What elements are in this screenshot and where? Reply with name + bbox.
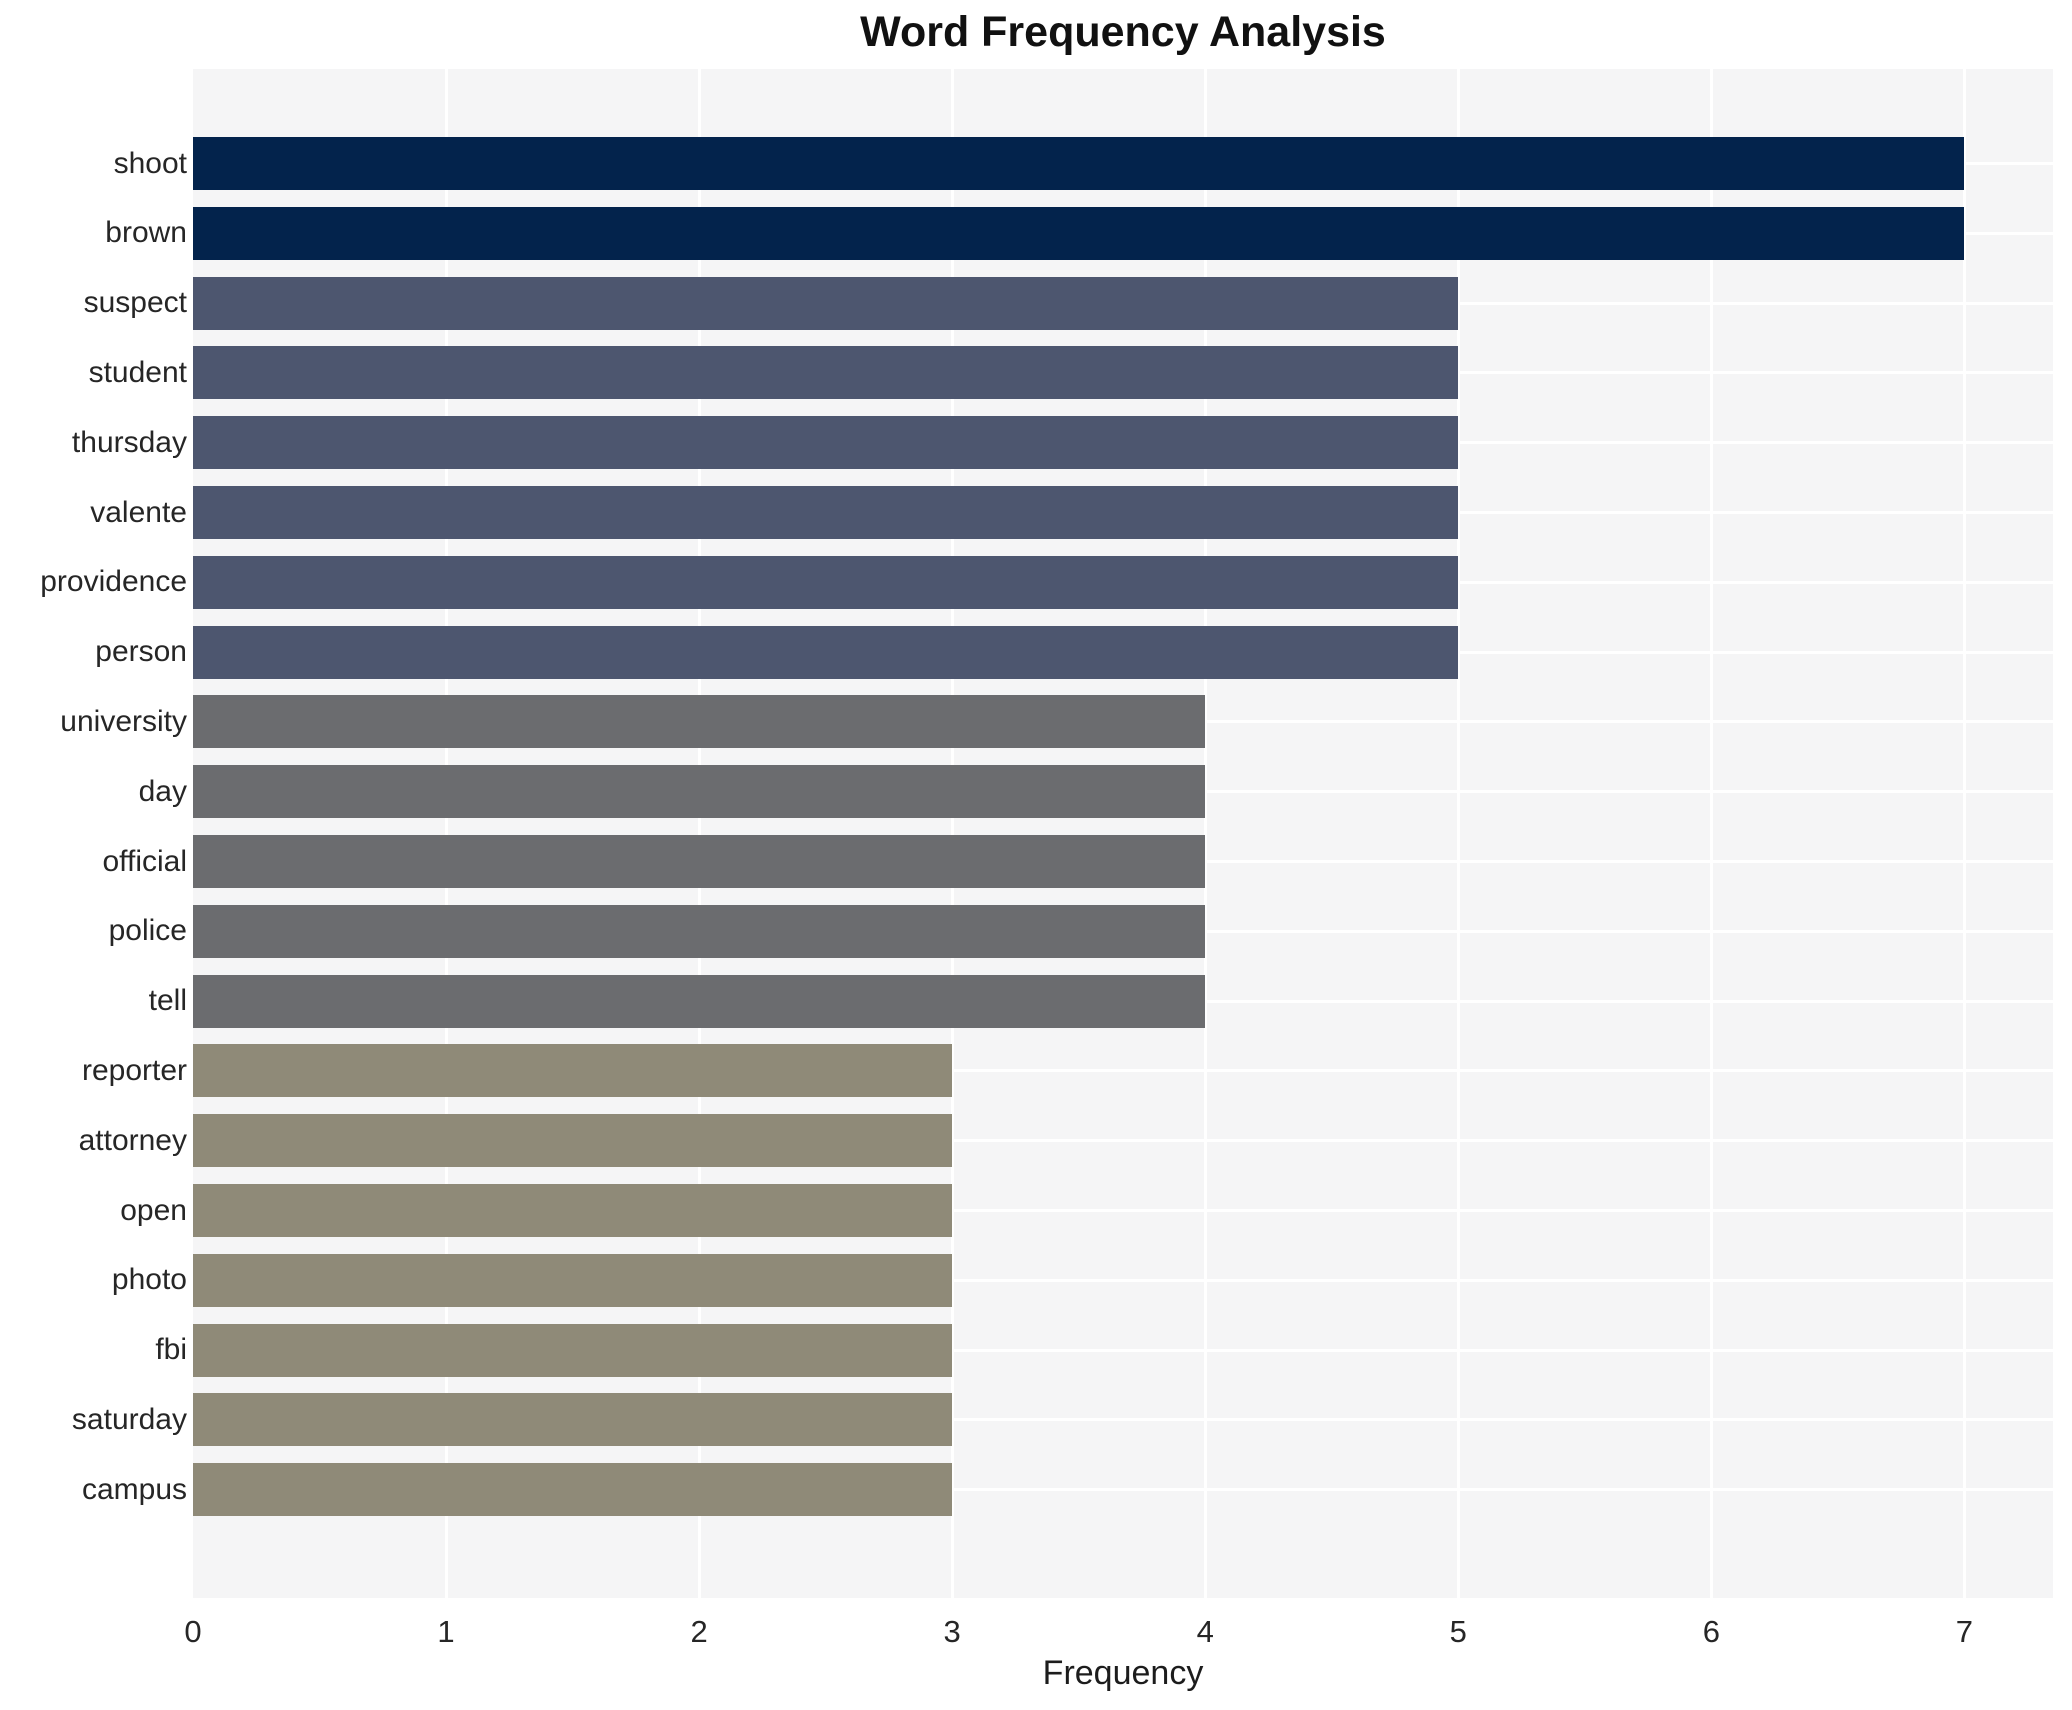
x-tick-label-3: 3: [943, 1614, 961, 1649]
y-tick-label-student: student: [88, 355, 187, 389]
x-tick-label-7: 7: [1955, 1614, 1974, 1649]
gridline-vertical: [697, 69, 701, 1598]
bar-campus: [193, 1463, 953, 1517]
y-tick-label-thursday: thursday: [71, 425, 187, 459]
x-tick-label-4: 4: [1196, 1614, 1214, 1649]
gridline-vertical: [950, 69, 954, 1598]
y-tick-label-suspect: suspect: [83, 286, 187, 320]
y-tick-label-attorney: attorney: [78, 1123, 187, 1157]
gridline-vertical: [444, 69, 448, 1598]
y-tick-label-day: day: [138, 774, 187, 808]
bar-valente: [193, 486, 1459, 539]
y-tick-label-shoot: shoot: [113, 146, 187, 180]
gridline-horizontal: [193, 1418, 2053, 1422]
y-tick-label-person: person: [95, 635, 187, 669]
bar-police: [193, 904, 1206, 958]
y-tick-label-fbi: fbi: [155, 1333, 187, 1367]
x-axis-label: Frequency: [1042, 1654, 1204, 1692]
plot-area: [193, 69, 2053, 1598]
bar-student: [193, 346, 1459, 400]
gridline-horizontal: [193, 1488, 2053, 1492]
x-tick-label-5: 5: [1449, 1614, 1467, 1649]
y-tick-label-tell: tell: [148, 984, 187, 1018]
gridline-vertical: [1203, 69, 1207, 1598]
bar-shoot: [193, 137, 1965, 190]
bar-university: [193, 695, 1206, 749]
gridline-horizontal: [193, 1139, 2053, 1143]
chart-title: Word Frequency Analysis: [860, 8, 1386, 56]
bar-reporter: [193, 1044, 953, 1098]
bar-tell: [193, 974, 1206, 1028]
bar-open: [193, 1184, 953, 1237]
y-tick-label-providence: providence: [40, 565, 187, 599]
bar-official: [193, 835, 1206, 888]
gridline-horizontal: [193, 1209, 2053, 1212]
gridline-horizontal: [193, 1069, 2053, 1073]
y-tick-label-campus: campus: [81, 1472, 187, 1506]
y-tick-label-open: open: [120, 1193, 187, 1227]
x-tick-label-1: 1: [437, 1614, 455, 1649]
bar-fbi: [193, 1323, 953, 1377]
bar-thursday: [193, 416, 1459, 470]
gridline-horizontal: [193, 1278, 2053, 1282]
x-tick-label-6: 6: [1702, 1614, 1720, 1649]
x-tick-label-0: 0: [184, 1614, 202, 1649]
y-tick-label-brown: brown: [105, 216, 187, 250]
gridline-horizontal: [193, 1348, 2053, 1352]
y-tick-label-saturday: saturday: [71, 1402, 187, 1436]
y-tick-label-reporter: reporter: [81, 1053, 187, 1087]
x-tick-label-2: 2: [690, 1614, 708, 1649]
gridline-vertical: [1456, 69, 1460, 1598]
bar-brown: [193, 206, 1965, 260]
bar-suspect: [193, 276, 1459, 330]
bar-day: [193, 765, 1206, 819]
y-tick-label-university: university: [60, 704, 187, 738]
y-tick-label-valente: valente: [90, 495, 187, 529]
bar-saturday: [193, 1393, 953, 1447]
y-tick-label-official: official: [102, 844, 188, 878]
y-tick-label-photo: photo: [111, 1263, 187, 1297]
y-tick-label-police: police: [108, 914, 187, 948]
gridline-vertical: [1709, 69, 1713, 1598]
bar-providence: [193, 555, 1459, 609]
bar-person: [193, 625, 1459, 679]
bar-attorney: [193, 1114, 953, 1168]
gridline-vertical: [1962, 69, 1966, 1598]
bar-photo: [193, 1253, 953, 1307]
